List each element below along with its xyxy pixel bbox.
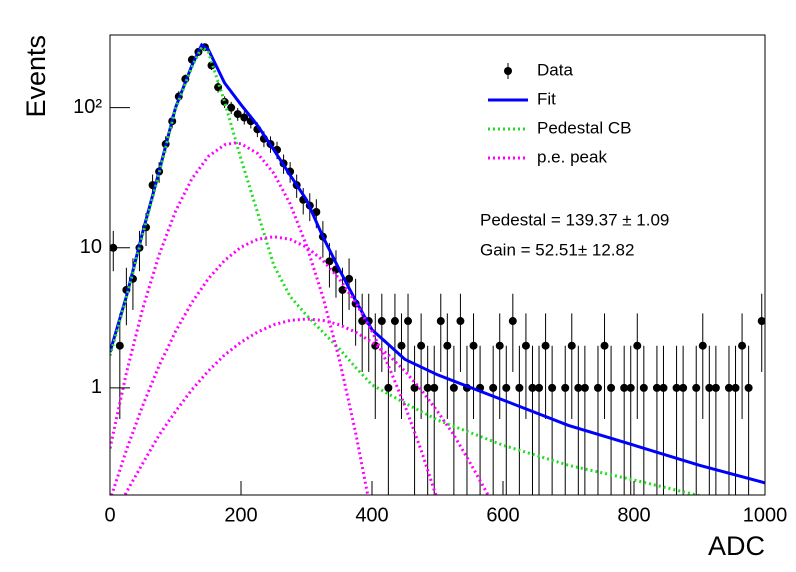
x-tick-label: 800 xyxy=(617,504,650,526)
data-point xyxy=(705,383,714,392)
data-point xyxy=(377,317,386,326)
data-point xyxy=(535,383,544,392)
x-tick-label: 200 xyxy=(224,504,257,526)
data-point xyxy=(574,383,583,392)
data-point xyxy=(639,383,648,392)
data-point xyxy=(227,103,236,112)
frame xyxy=(109,34,766,496)
x-tick-label: 400 xyxy=(355,504,388,526)
data-point xyxy=(240,113,249,122)
legend-label: Fit xyxy=(537,89,556,108)
legend-marker xyxy=(504,67,512,75)
data-point xyxy=(738,341,747,350)
data-point xyxy=(692,383,701,392)
data-point xyxy=(502,383,511,392)
data-point xyxy=(620,383,629,392)
data-point xyxy=(469,341,478,350)
data-point xyxy=(430,383,439,392)
curve xyxy=(110,44,705,495)
x-tick-label: 1000 xyxy=(743,504,788,526)
legend-label: Pedestal CB xyxy=(537,118,632,137)
data-point xyxy=(508,317,517,326)
data-point xyxy=(417,341,426,350)
data-point xyxy=(423,383,432,392)
data-point xyxy=(397,341,406,350)
data-point xyxy=(338,285,347,294)
x-tick-label: 0 xyxy=(104,504,115,526)
x-axis-title: ADC xyxy=(708,531,765,561)
data-point xyxy=(607,383,616,392)
data-point xyxy=(495,341,504,350)
x-tick-label: 600 xyxy=(486,504,519,526)
annotation: Gain = 52.51± 12.82 xyxy=(480,240,634,259)
data-point xyxy=(345,274,354,283)
data-point xyxy=(515,383,524,392)
data-point xyxy=(436,317,445,326)
data-point xyxy=(711,383,720,392)
data-point xyxy=(744,383,753,392)
data-point xyxy=(600,341,609,350)
data-point xyxy=(548,383,557,392)
y-tick-label: 10² xyxy=(73,96,102,118)
data-point xyxy=(580,383,589,392)
y-axis-title: Events xyxy=(21,35,51,118)
data-point xyxy=(233,110,242,119)
data-point xyxy=(528,383,537,392)
data-point xyxy=(443,341,452,350)
data-point xyxy=(541,341,550,350)
plot-area xyxy=(110,42,765,495)
legend-label: p.e. peak xyxy=(537,147,607,166)
data-point xyxy=(731,383,740,392)
data-point xyxy=(757,317,765,326)
data-point xyxy=(593,383,602,392)
data-point xyxy=(561,383,570,392)
data-point xyxy=(115,341,124,350)
y-tick-label: 1 xyxy=(91,376,102,398)
data-point xyxy=(449,383,458,392)
data-point xyxy=(724,383,733,392)
data-point xyxy=(489,383,498,392)
data-point xyxy=(404,317,413,326)
curve xyxy=(110,141,370,495)
data-point xyxy=(679,383,688,392)
data-point xyxy=(325,257,334,266)
data-point xyxy=(652,383,661,392)
data-point xyxy=(698,341,707,350)
annotation: Pedestal = 139.37 ± 1.09 xyxy=(480,210,669,229)
data-point xyxy=(390,317,399,326)
y-tick-label: 10 xyxy=(80,236,102,258)
data-point xyxy=(672,383,681,392)
data-point xyxy=(567,341,576,350)
legend-label: Data xyxy=(537,60,573,79)
curve xyxy=(110,235,438,495)
data-point xyxy=(626,383,635,392)
data-point xyxy=(384,383,393,392)
data-point xyxy=(456,317,465,326)
data-point xyxy=(633,341,642,350)
data-point xyxy=(521,341,530,350)
data-point xyxy=(659,383,668,392)
